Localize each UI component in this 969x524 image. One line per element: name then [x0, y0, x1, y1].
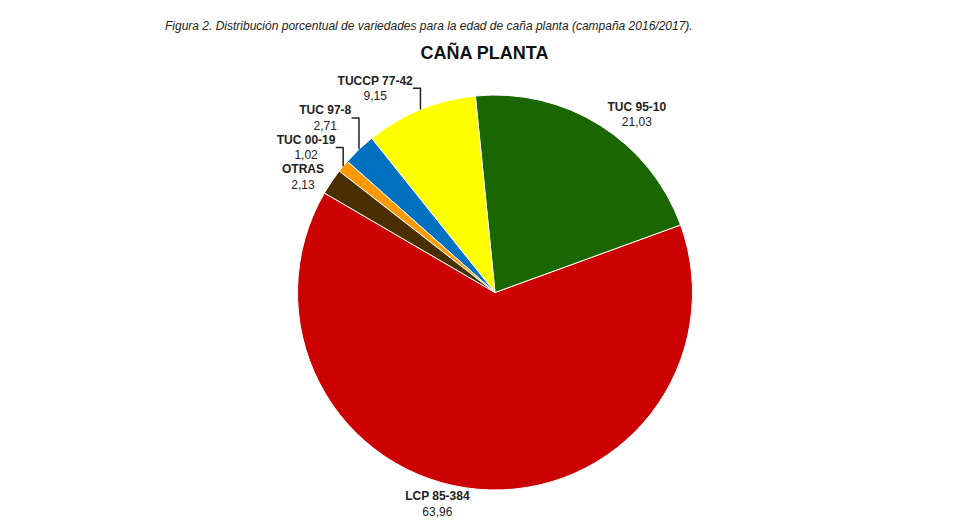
svg-text:TUC 95-1021,03: TUC 95-1021,03 — [607, 100, 666, 130]
svg-text:CAÑA PLANTA: CAÑA PLANTA — [421, 42, 549, 63]
svg-text:Figura 2. Distribución porcent: Figura 2. Distribución porcentual de var… — [165, 19, 693, 33]
svg-text:TUC 97-82,71: TUC 97-82,71 — [299, 103, 351, 133]
svg-text:TUCCP 77-429,15: TUCCP 77-429,15 — [338, 74, 413, 104]
svg-text:OTRAS2,13: OTRAS2,13 — [282, 162, 324, 192]
svg-text:LCP 85-38463,96: LCP 85-38463,96 — [405, 489, 470, 519]
svg-text:TUC 00-191,02: TUC 00-191,02 — [277, 133, 336, 163]
